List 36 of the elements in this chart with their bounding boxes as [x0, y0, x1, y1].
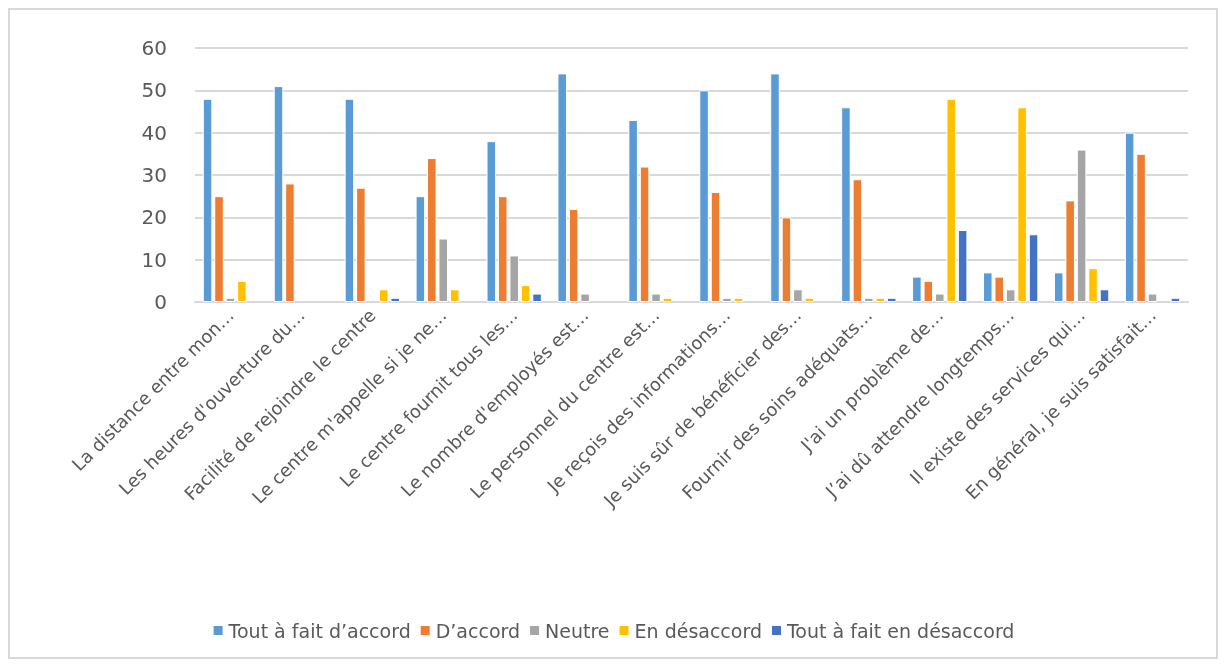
legend-label: Neutre — [545, 619, 610, 642]
bar — [1099, 289, 1110, 302]
bar — [886, 297, 897, 302]
bar — [344, 98, 355, 302]
y-tick-label: 40 — [141, 120, 167, 145]
bar — [237, 280, 247, 302]
bar — [699, 90, 709, 302]
legend-label: Tout à fait en désaccord — [785, 619, 1015, 642]
bar — [202, 98, 213, 302]
bar — [662, 297, 673, 302]
bar — [1147, 293, 1158, 302]
bar — [449, 289, 460, 302]
bar — [214, 196, 224, 302]
y-tick-label: 20 — [141, 205, 167, 230]
bar — [557, 73, 567, 302]
y-tick-label: 0 — [154, 290, 167, 314]
bar — [225, 297, 236, 302]
y-tick-label: 30 — [141, 163, 167, 187]
bar — [770, 73, 780, 302]
bar — [486, 141, 497, 302]
bar — [628, 119, 638, 302]
bar — [710, 191, 721, 302]
bar — [273, 86, 284, 302]
legend-label: D’accord — [435, 619, 521, 642]
bar — [957, 230, 968, 302]
legend-label: Tout à fait d’accord — [227, 619, 411, 642]
bar — [356, 187, 366, 302]
bar — [285, 183, 295, 302]
bar — [415, 196, 426, 302]
bar — [1170, 297, 1181, 302]
y-tick-label: 50 — [141, 78, 167, 103]
y-tick-label: 60 — [141, 36, 167, 60]
legend-label: En désaccord — [634, 619, 762, 642]
bar — [781, 217, 792, 302]
y-tick-label: 10 — [141, 247, 167, 272]
bar — [1028, 234, 1039, 302]
